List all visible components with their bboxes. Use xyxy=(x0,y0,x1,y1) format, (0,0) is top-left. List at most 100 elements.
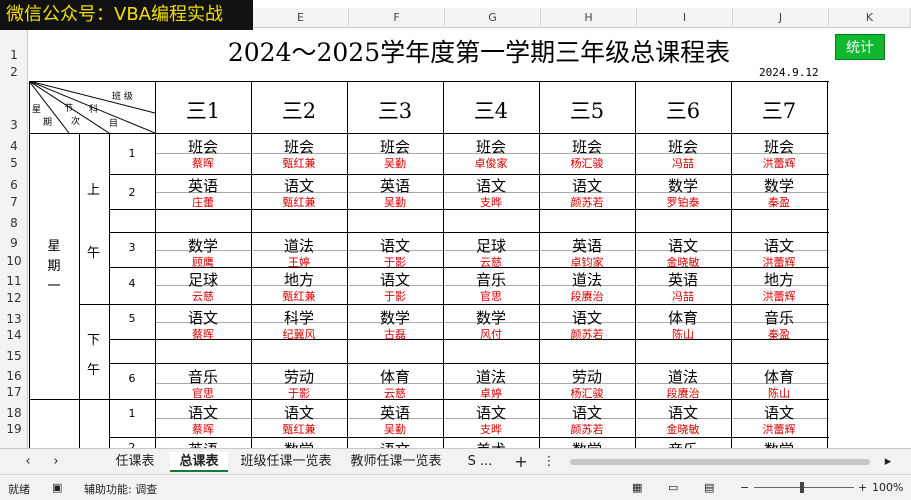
subject-cell[interactable]: 科学 xyxy=(283,309,314,327)
subject-cell[interactable]: 英语 xyxy=(571,237,602,255)
subject-cell[interactable]: 语文 xyxy=(571,177,602,195)
subject-cell[interactable]: 英语 xyxy=(667,271,698,289)
row-header[interactable]: 2 xyxy=(10,65,18,79)
subject-cell[interactable]: 数学 xyxy=(731,439,827,448)
teacher-cell[interactable]: 古磊 xyxy=(384,328,406,341)
subject-cell[interactable]: 数学 xyxy=(763,177,794,195)
teacher-cell[interactable]: 支晔 xyxy=(480,423,502,436)
column-header-j[interactable]: J xyxy=(733,8,829,28)
subject-cell[interactable]: 音乐 xyxy=(635,439,731,448)
teacher-cell[interactable]: 云慈 xyxy=(192,290,214,303)
teacher-cell[interactable]: 洪蕾辉 xyxy=(762,157,796,170)
subject-cell[interactable]: 语文 xyxy=(379,237,410,255)
teacher-cell[interactable]: 纪冀风 xyxy=(282,328,316,341)
teacher-cell[interactable]: 洪蕾辉 xyxy=(762,423,796,436)
subject-cell[interactable]: 道法 xyxy=(475,368,506,386)
subject-cell[interactable]: 道法 xyxy=(283,237,314,255)
tab-scroll-left-icon[interactable]: ‹ xyxy=(25,454,31,469)
subject-cell[interactable]: 数学 xyxy=(187,237,218,255)
teacher-cell[interactable]: 云慈 xyxy=(384,387,406,400)
zoom-in-icon[interactable]: + xyxy=(858,481,868,494)
normal-view-icon[interactable]: ▦ xyxy=(632,481,643,494)
subject-cell[interactable]: 地方 xyxy=(283,271,314,289)
column-header-e[interactable]: E xyxy=(253,8,349,28)
teacher-cell[interactable]: 吴勤 xyxy=(384,423,406,436)
teacher-cell[interactable]: 吴勤 xyxy=(384,196,406,209)
page-break-icon[interactable]: ▤ xyxy=(704,481,715,494)
subject-cell[interactable]: 地方 xyxy=(763,271,794,289)
teacher-cell[interactable]: 洪蕾辉 xyxy=(762,256,796,269)
subject-cell[interactable]: 英语 xyxy=(155,439,251,448)
teacher-cell[interactable]: 官思 xyxy=(480,290,502,303)
teacher-cell[interactable]: 甄红兼 xyxy=(282,157,316,170)
tab-class-overview[interactable]: 班级任课一览表 xyxy=(240,454,332,469)
subject-cell[interactable]: 班会 xyxy=(187,138,218,156)
teacher-cell[interactable]: 段赓治 xyxy=(570,290,604,303)
subject-cell[interactable]: 语文 xyxy=(571,404,602,422)
subject-cell[interactable]: 语文 xyxy=(187,404,218,422)
teacher-cell[interactable]: 卓婷 xyxy=(480,387,502,400)
teacher-cell[interactable]: 蔡晖 xyxy=(192,157,214,170)
teacher-cell[interactable]: 杨汇骏 xyxy=(570,157,604,170)
subject-cell[interactable]: 数学 xyxy=(475,309,506,327)
subject-cell[interactable]: 数学 xyxy=(251,439,347,448)
row-header[interactable]: 17 xyxy=(6,385,22,399)
subject-cell[interactable]: 数学 xyxy=(379,309,410,327)
teacher-cell[interactable]: 王婷 xyxy=(288,256,310,269)
teacher-cell[interactable]: 甄红兼 xyxy=(282,423,316,436)
teacher-cell[interactable]: 冯喆 xyxy=(672,157,694,170)
subject-cell[interactable]: 体育 xyxy=(667,309,698,327)
subject-cell[interactable]: 英语 xyxy=(379,177,410,195)
teacher-cell[interactable]: 于影 xyxy=(288,387,310,400)
tab-teacher-overview[interactable]: 教师任课一览表 xyxy=(350,454,442,469)
teacher-cell[interactable]: 秦盈 xyxy=(768,328,790,341)
row-header[interactable]: 5 xyxy=(10,156,18,170)
row-header[interactable]: 9 xyxy=(10,236,18,250)
teacher-cell[interactable]: 冯喆 xyxy=(672,290,694,303)
more-options-icon[interactable]: ⋮ xyxy=(542,454,556,469)
teacher-cell[interactable]: 支晔 xyxy=(480,196,502,209)
row-header[interactable]: 6 xyxy=(10,178,18,192)
row-header[interactable]: 14 xyxy=(6,328,22,342)
column-header-h[interactable]: H xyxy=(541,8,637,28)
subject-cell[interactable]: 语文 xyxy=(283,404,314,422)
subject-cell[interactable]: 班会 xyxy=(283,138,314,156)
subject-cell[interactable]: 班会 xyxy=(475,138,506,156)
subject-cell[interactable]: 语文 xyxy=(347,439,443,448)
stat-button[interactable]: 统计 xyxy=(835,34,885,60)
subject-cell[interactable]: 班会 xyxy=(763,138,794,156)
teacher-cell[interactable]: 颜苏若 xyxy=(570,328,604,341)
row-header[interactable]: 19 xyxy=(6,422,22,436)
teacher-cell[interactable]: 段赓治 xyxy=(666,387,700,400)
subject-cell[interactable]: 数学 xyxy=(539,439,635,448)
subject-cell[interactable]: 语文 xyxy=(763,237,794,255)
teacher-cell[interactable]: 秦盈 xyxy=(768,196,790,209)
row-header[interactable]: 16 xyxy=(6,369,22,383)
page-layout-icon[interactable]: ▭ xyxy=(668,481,679,494)
subject-cell[interactable]: 足球 xyxy=(187,271,218,289)
teacher-cell[interactable]: 甄红兼 xyxy=(282,196,316,209)
row-header[interactable]: 1 xyxy=(10,48,18,62)
teacher-cell[interactable]: 云慈 xyxy=(480,256,502,269)
teacher-cell[interactable]: 陈山 xyxy=(672,328,694,341)
teacher-cell[interactable]: 蔡晖 xyxy=(192,328,214,341)
teacher-cell[interactable]: 杨汇骏 xyxy=(570,387,604,400)
column-header-k[interactable]: K xyxy=(829,8,911,28)
subject-cell[interactable]: 语文 xyxy=(379,271,410,289)
subject-cell[interactable]: 道法 xyxy=(667,368,698,386)
teacher-cell[interactable]: 卓钧家 xyxy=(570,256,604,269)
zoom-level[interactable]: 100% xyxy=(872,481,904,494)
teacher-cell[interactable]: 庄蕾 xyxy=(192,196,214,209)
tab-scroll-right-icon[interactable]: › xyxy=(53,454,59,469)
teacher-cell[interactable]: 金晓敏 xyxy=(666,423,700,436)
subject-cell[interactable]: 道法 xyxy=(571,271,602,289)
teacher-cell[interactable]: 颜苏若 xyxy=(570,196,604,209)
teacher-cell[interactable]: 罗铂泰 xyxy=(666,196,700,209)
teacher-cell[interactable]: 官思 xyxy=(192,387,214,400)
row-header[interactable]: 15 xyxy=(6,349,22,363)
subject-cell[interactable]: 班会 xyxy=(667,138,698,156)
subject-cell[interactable]: 音乐 xyxy=(187,368,218,386)
macro-icon[interactable]: ▣ xyxy=(52,481,63,494)
row-header[interactable]: 4 xyxy=(10,139,18,153)
teacher-cell[interactable]: 风付 xyxy=(480,328,502,341)
